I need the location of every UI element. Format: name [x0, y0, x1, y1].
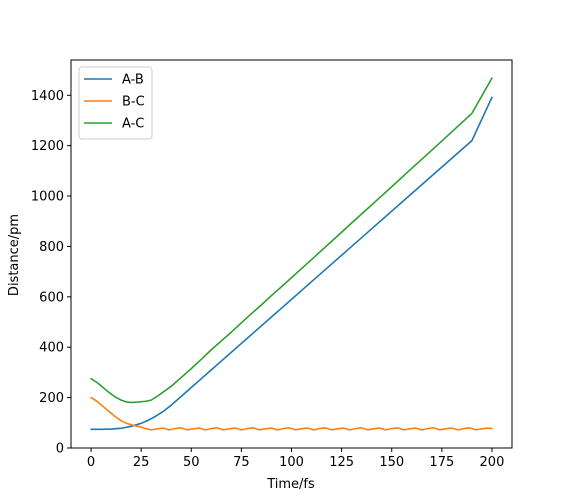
y-axis-ticks: 0 200 400 600 800 1000 1200 1400	[31, 89, 71, 457]
plot-frame	[70, 59, 513, 449]
legend-label: A-B	[122, 73, 144, 88]
x-axis-label: Time/fs	[266, 477, 315, 492]
x-tick-label: 25	[133, 455, 150, 470]
x-tick-label: 125	[329, 455, 354, 470]
x-tick-label: 0	[87, 455, 95, 470]
legend: A-B B-C A-C	[78, 66, 153, 140]
series-line-a-b	[90, 96, 493, 431]
y-tick-label: 1200	[31, 139, 64, 154]
y-axis-label: Distance/pm	[7, 214, 22, 296]
series-line-a-c	[90, 77, 493, 404]
y-tick-label: 200	[39, 391, 64, 406]
y-tick-label: 1400	[31, 89, 64, 104]
y-tick-label: 600	[39, 290, 64, 305]
x-tick-label: 100	[279, 455, 304, 470]
series-line-b-c	[90, 396, 493, 431]
x-tick-label: 200	[480, 455, 505, 470]
x-tick-label: 75	[233, 455, 250, 470]
x-tick-label: 150	[379, 455, 404, 470]
x-axis-ticks: 0 25 50 75 100 125 150 175 200	[87, 448, 504, 470]
legend-label: A-C	[122, 117, 144, 132]
y-tick-label: 400	[39, 341, 64, 356]
legend-label: B-C	[122, 95, 145, 110]
x-tick-label: 50	[183, 455, 200, 470]
x-tick-label: 175	[429, 455, 454, 470]
legend-box	[78, 66, 153, 140]
y-tick-label: 1000	[31, 190, 64, 205]
series-layer	[90, 77, 493, 431]
y-tick-label: 800	[39, 240, 64, 255]
y-tick-label: 0	[56, 442, 64, 457]
